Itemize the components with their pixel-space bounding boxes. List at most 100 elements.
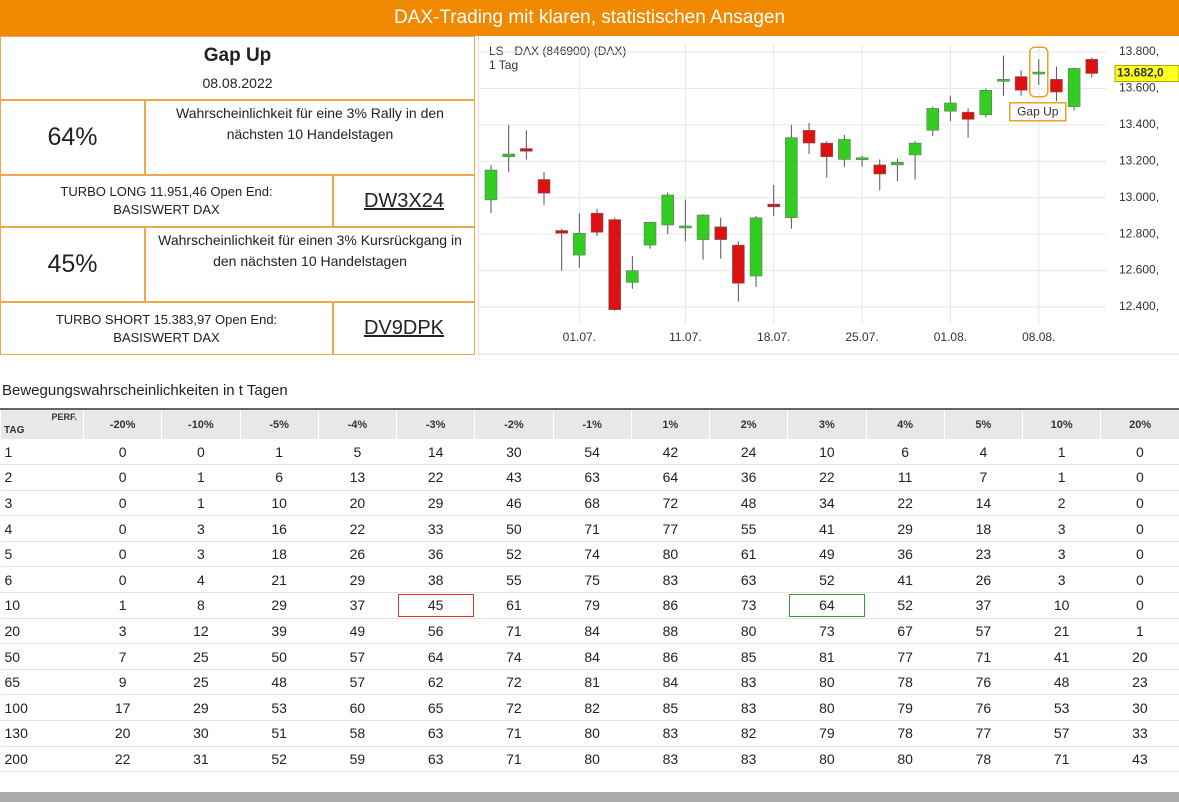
table-cell: 71 — [474, 618, 553, 645]
table-cell: 25 — [161, 669, 240, 696]
corner-bottom: TAG — [4, 425, 25, 436]
table-cell: 52 — [866, 592, 945, 619]
table-cell: 83 — [631, 746, 710, 773]
candle-body — [767, 203, 780, 208]
x-tick-label: 25.07. — [845, 330, 878, 344]
table-cell: 53 — [1022, 694, 1101, 722]
table-cell: 1 — [1100, 618, 1179, 645]
row-label: 100 — [0, 694, 84, 722]
table-cell: 71 — [474, 720, 553, 747]
short-code-link[interactable]: DV9DPK — [363, 317, 445, 339]
table-row: 20 3 12 39 49 56 71 84 88 80 73 67 57 21 1 — [0, 618, 1179, 645]
table-cell: 72 — [631, 490, 710, 517]
candle-body — [802, 130, 816, 144]
table-cell: 73 — [709, 592, 788, 619]
table-cell: 43 — [1100, 746, 1179, 773]
table-cell: 72 — [474, 694, 553, 722]
candle-body — [785, 137, 798, 218]
table-cell: 83 — [631, 566, 710, 594]
table-cell: 75 — [553, 566, 632, 594]
table-cell: 83 — [709, 694, 788, 722]
table-cell: 77 — [866, 643, 945, 670]
table-cell: 84 — [553, 643, 632, 670]
row-label: 4 — [0, 515, 84, 542]
row-label: 5 — [0, 541, 84, 568]
column-header: 5% — [943, 408, 1023, 439]
table-title: Bewegungswahrscheinlichkeiten in t Tagen — [2, 382, 288, 399]
candle-body — [502, 153, 515, 157]
long-code-link[interactable]: DW3X24 — [363, 189, 445, 212]
candle-body — [944, 102, 957, 112]
candle-body — [590, 212, 604, 233]
table-cell: 84 — [631, 669, 710, 696]
table-cell: 0 — [83, 439, 162, 466]
candle-body — [679, 225, 692, 229]
table-cell: 41 — [787, 515, 866, 542]
table-cell: 36 — [866, 541, 945, 568]
table-cell: 37 — [318, 592, 397, 619]
table-cell: 64 — [396, 643, 475, 670]
candle-body — [520, 148, 533, 152]
table-cell: 61 — [474, 592, 553, 619]
table-cell: 29 — [866, 515, 945, 542]
table-cell: 79 — [787, 720, 866, 747]
table-row: 2 0 1 6 13 22 43 63 64 36 22 11 7 1 0 — [0, 464, 1179, 491]
annotation-label: Gap Up — [1017, 104, 1059, 118]
table-cell: 0 — [83, 541, 162, 568]
table-cell: 72 — [474, 669, 553, 696]
table-cell: 62 — [396, 669, 475, 696]
table-cell: 21 — [1022, 618, 1101, 645]
long-product: TURBO LONG 11.951,46 Open End: BASISWERT … — [0, 175, 333, 227]
table-cell: 82 — [709, 720, 788, 747]
table-cell: 0 — [83, 566, 162, 594]
table-cell: 78 — [944, 746, 1023, 773]
header-row: PERF. TAG -20% -10% -5% -4% -3% -2% -1% 1% 2% 3% 4… — [0, 408, 1179, 439]
table-row: 5 0 3 18 26 36 52 74 80 61 49 36 23 3 0 — [0, 541, 1179, 568]
table-cell: 76 — [944, 669, 1023, 696]
table-cell: 61 — [709, 541, 788, 568]
table-cell: 4 — [161, 566, 240, 594]
table-cell: 39 — [240, 618, 319, 645]
column-header: 20% — [1100, 408, 1179, 439]
table-cell: 57 — [1022, 720, 1101, 747]
table-cell: 79 — [553, 592, 632, 619]
signal-box: Gap Up 08.08.2022 — [0, 36, 475, 100]
candle-body — [908, 142, 922, 156]
y-tick-label: 13.400, — [1119, 117, 1159, 131]
table-cell: 29 — [240, 592, 319, 619]
table-cell: 63 — [709, 566, 788, 594]
row-label: 130 — [0, 720, 84, 747]
table-cell: 86 — [631, 643, 710, 670]
table-cell: 29 — [161, 694, 240, 722]
table-cell: 0 — [161, 439, 240, 466]
table-cell: 6 — [240, 464, 319, 491]
table-cell: 33 — [396, 515, 475, 542]
table-cell: 12 — [161, 618, 240, 645]
table-cell: 21 — [240, 566, 319, 594]
table-cell: 0 — [1100, 541, 1179, 568]
table-cell: 67 — [866, 618, 945, 645]
candle-body — [1014, 76, 1028, 91]
table-cell: 54 — [553, 439, 632, 466]
table-cell: 60 — [318, 694, 397, 722]
table-cell: 73 — [787, 618, 866, 645]
table-cell: 57 — [318, 643, 397, 670]
x-tick-label: 11.07. — [669, 330, 701, 344]
table-cell: 55 — [709, 515, 788, 542]
table-cell: 10 — [1022, 592, 1101, 619]
short-product-name: TURBO SHORT 15.383,97 Open End: — [55, 311, 278, 327]
table-cell: 45 — [396, 592, 475, 619]
y-tick-label: 12.600, — [1119, 263, 1159, 277]
table-cell: 46 — [474, 490, 553, 517]
annotation-box — [1009, 102, 1067, 122]
column-header: 4% — [865, 408, 945, 439]
table-cell: 59 — [318, 746, 397, 773]
table-cell: 71 — [474, 746, 553, 773]
table-cell: 3 — [161, 515, 240, 542]
table-cell: 42 — [631, 439, 710, 466]
table-cell: 37 — [944, 592, 1023, 619]
candle-body — [643, 222, 657, 246]
table-cell: 18 — [240, 541, 319, 568]
table-cell: 30 — [1100, 694, 1179, 722]
